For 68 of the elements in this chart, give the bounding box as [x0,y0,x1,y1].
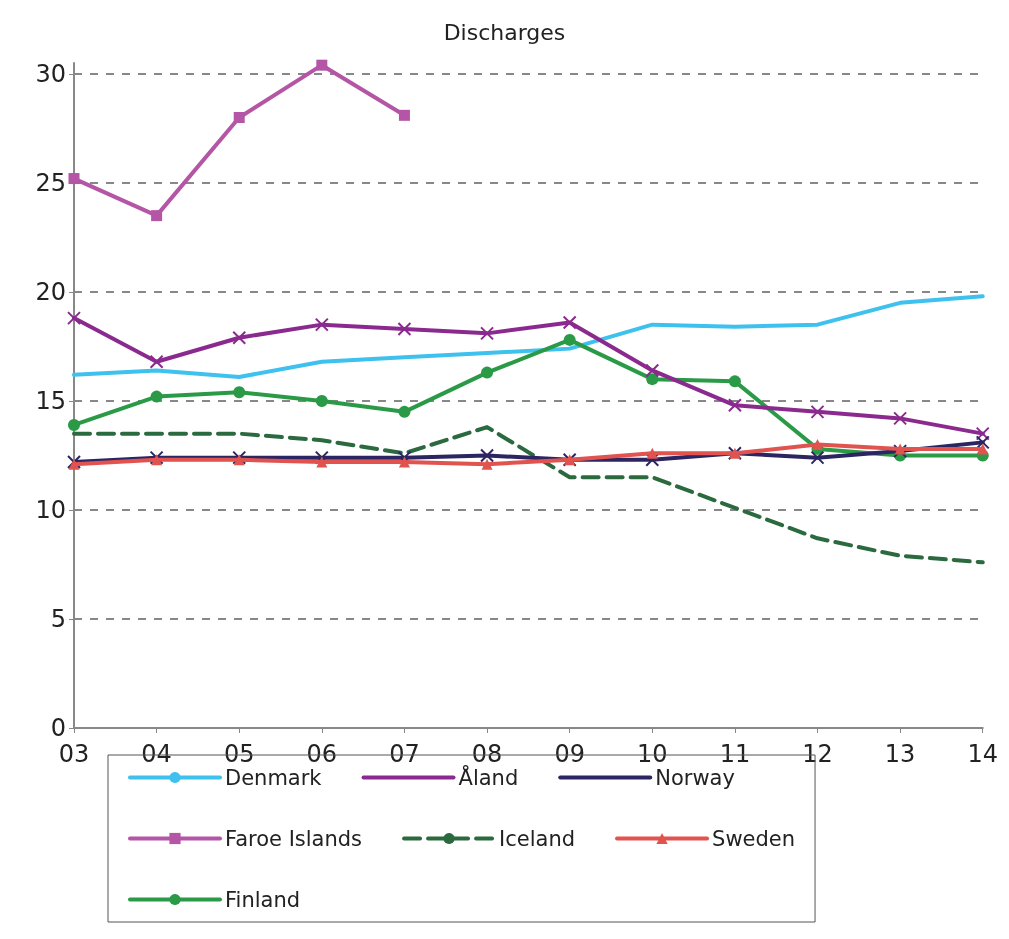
point [232,450,247,465]
point [149,450,164,465]
x-tick-label: 06 [306,740,338,768]
point [398,456,410,468]
point [233,112,245,124]
x-tick-label: 10 [637,740,668,768]
point [316,59,328,71]
legend-label: Denmark [225,765,323,790]
point [150,390,163,403]
y-tick-label: 0 [50,714,66,742]
point [975,435,990,450]
legend-label: Faroe Islands [225,826,363,851]
point [728,375,741,388]
point [893,444,908,459]
chart-title: Discharges [443,19,566,45]
x-tick-label: 09 [554,740,585,768]
point [398,405,411,418]
legend-label: Sweden [712,826,796,851]
point [645,363,660,378]
point [975,426,990,441]
point [481,366,494,379]
y-tick-label: 25 [35,168,66,197]
x-tick-label: 12 [802,740,833,768]
point [480,326,495,341]
point [481,458,493,470]
y-tick-label: 20 [35,277,66,306]
point [480,448,495,463]
point [894,443,906,455]
legend-label: Norway [655,765,735,790]
point [563,333,576,346]
point [727,398,742,413]
point [151,454,163,466]
point [67,311,81,326]
point [149,354,164,369]
point [646,447,658,459]
point [233,386,246,399]
y-tick-label: 10 [35,495,66,524]
point [893,411,908,426]
point [810,404,825,419]
x-tick-label: 13 [884,740,916,768]
y-tick-label: 15 [35,386,66,415]
point [397,322,412,336]
legend-label: Finland [225,887,301,912]
point [398,109,410,121]
point [233,454,245,466]
x-tick-label: 05 [223,740,255,768]
point [314,317,329,332]
point [232,330,247,345]
x-tick-label: 07 [389,740,420,768]
x-tick-label: 11 [719,740,751,768]
y-tick-label: 5 [50,604,66,633]
x-tick-label: 04 [141,740,172,768]
legend-label: Iceland [499,826,576,851]
point [810,450,825,465]
point [316,456,328,468]
point [68,418,80,431]
point [977,443,989,455]
point [68,173,80,185]
point [151,210,163,222]
line-series [72,294,985,379]
point [315,394,328,407]
x-tick-label: 14 [967,740,998,768]
point [812,439,824,451]
x-tick-label: 03 [58,740,90,768]
y-tick-label: 30 [35,59,66,88]
line-series [72,425,985,565]
point [562,315,577,330]
point [646,373,659,386]
